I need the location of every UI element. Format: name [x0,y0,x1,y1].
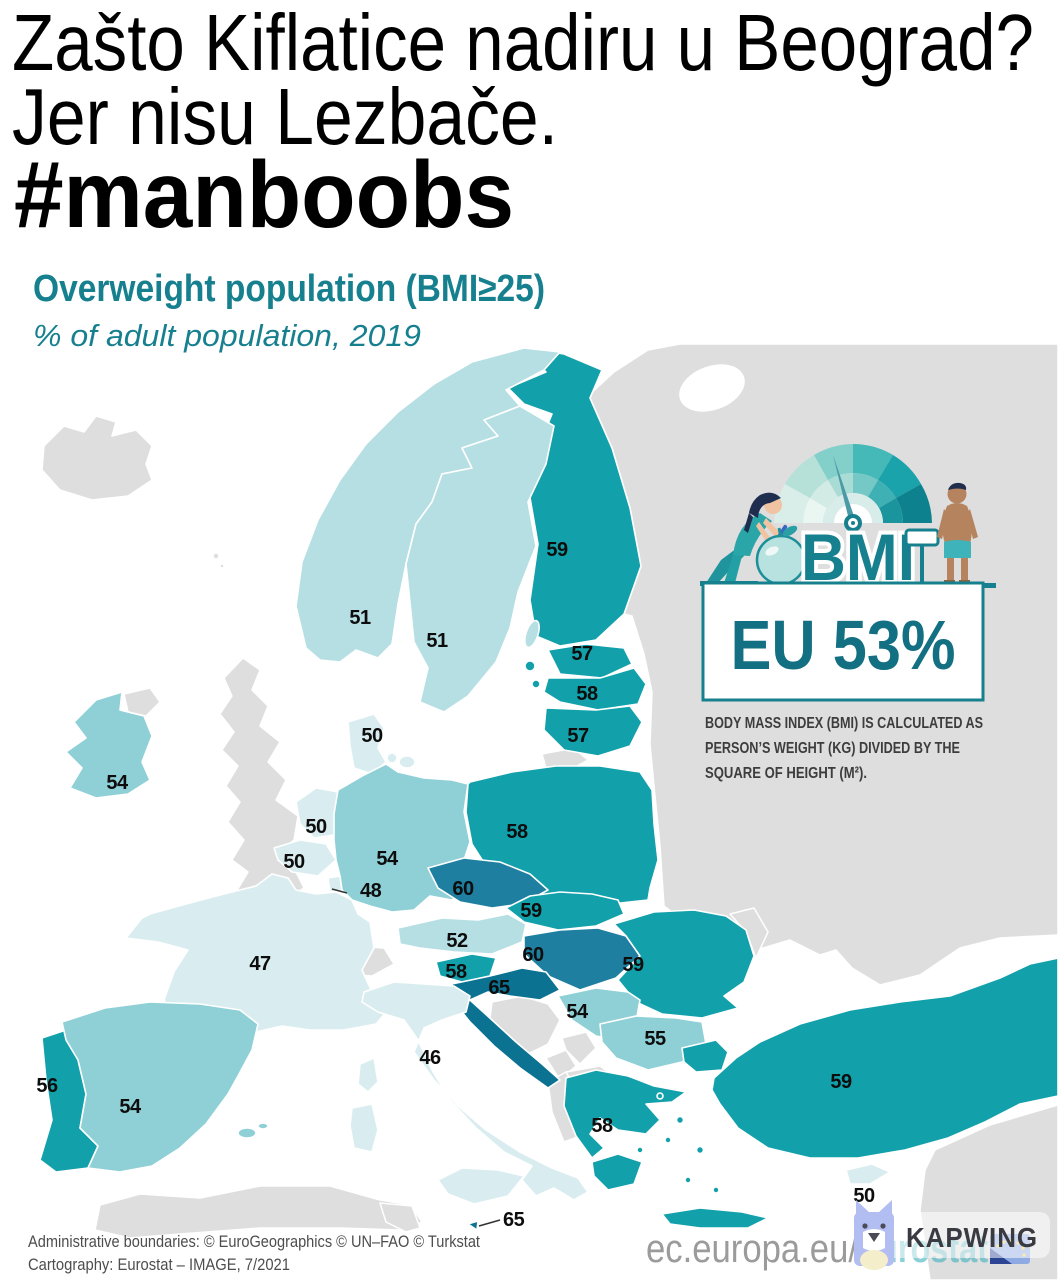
country-label-france: 47 [249,953,271,975]
country-label-spain: 54 [119,1096,142,1118]
country-label-belgium: 50 [283,851,305,873]
kapwing-cat-icon [854,1200,894,1270]
choropleth-countries [39,347,1058,1231]
country-label-estonia: 57 [571,643,593,665]
country-cyprus [845,1163,891,1185]
country-label-germany: 54 [376,848,399,870]
eu-average-box [701,581,985,702]
country-label-croatia: 65 [488,977,510,999]
country-label-slovakia: 59 [520,900,542,922]
country-label-cyprus: 50 [853,1185,875,1207]
land-kosovo [561,1031,597,1065]
luxembourg-leader-line [331,888,348,894]
country-label-denmark: 50 [361,725,383,747]
country-label-lithuania: 57 [567,725,589,747]
meme-hashtag: #manboobs [14,142,514,248]
country-greece [563,1069,769,1229]
land-north-africa [94,1185,423,1239]
country-label-greece: 58 [591,1115,613,1137]
kapwing-watermark: KAPWING [854,1200,1050,1270]
country-estonia [524,643,633,689]
country-label-romania: 59 [622,954,644,976]
bmi-definition-line-1: BODY MASS INDEX (BMI) IS CALCULATED AS [705,715,983,732]
meme-caption-line-1: Zašto Kiflatice nadiru u Beograd? [12,0,1034,87]
watermark-pill [884,1212,1050,1258]
bmi-definition-line-2: PERSON’S WEIGHT (KG) DIVIDED BY THE [705,740,960,757]
bmi-definition-line-3: SQUARE OF HEIGHT (M²). [705,765,867,782]
country-hungary [523,927,641,991]
country-label-malta: 65 [503,1209,525,1231]
infographic-title: Overweight population (BMI≥25) [33,268,545,310]
man-figure-illustration [937,482,978,584]
country-ireland [65,691,153,799]
country-label-serbia: 54 [566,1001,589,1023]
white-sea [679,364,745,412]
country-italy [349,981,589,1205]
eu-average-value: EU 53% [731,606,956,684]
country-sweden [405,405,555,713]
country-label-latvia: 58 [576,683,598,705]
country-austria [397,913,527,955]
country-turkey [681,957,1058,1159]
footnote-boundaries: Administrative boundaries: © EuroGeograp… [28,1232,480,1251]
land-tunisia [379,1202,421,1233]
country-label-netherlands: 50 [305,816,327,838]
country-label-finland: 59 [546,539,568,561]
country-label-luxembourg: 48 [360,880,382,902]
country-label-slovenia: 58 [445,961,467,983]
country-romania [613,909,755,1019]
country-label-ireland: 54 [106,772,129,794]
country-belgium [273,839,337,877]
infographic-subtitle: % of adult population, 2019 [33,318,421,353]
country-label-czechia: 60 [452,878,474,900]
country-label-italy: 46 [419,1047,441,1069]
country-label-sweden: 51 [426,630,448,652]
country-label-poland: 58 [506,821,528,843]
land-northern-ireland [123,687,161,717]
country-denmark [347,713,416,775]
bmi-gauge-icon [774,444,932,532]
land-iceland [41,415,153,501]
country-lithuania [543,705,643,757]
country-label-austria: 52 [446,930,468,952]
country-label-hungary: 60 [522,944,544,966]
country-label-turkey: 59 [830,1071,852,1093]
country-croatia [451,967,561,1089]
country-spain [61,1001,269,1173]
country-label-bulgaria: 55 [644,1028,666,1050]
meme-caption-line-2: Jer nisu Lezbače. [12,72,558,161]
country-label-norway: 51 [349,607,371,629]
footnote-cartography: Cartography: Eurostat – IMAGE, 7/2021 [28,1255,290,1274]
malta-leader-line [478,1219,501,1227]
country-slovakia [505,891,625,931]
source-url-prefix: ec.europa.eu/ [646,1227,859,1271]
country-finland [507,347,642,647]
country-malta [467,1220,479,1231]
country-latvia [543,667,647,711]
country-label-portugal: 56 [36,1075,58,1097]
gauge-needle-icon [833,455,856,524]
land-faroe-1 [212,552,220,560]
kapwing-wordmark: KAPWING [906,1222,1038,1253]
land-faroe-2 [219,563,225,569]
